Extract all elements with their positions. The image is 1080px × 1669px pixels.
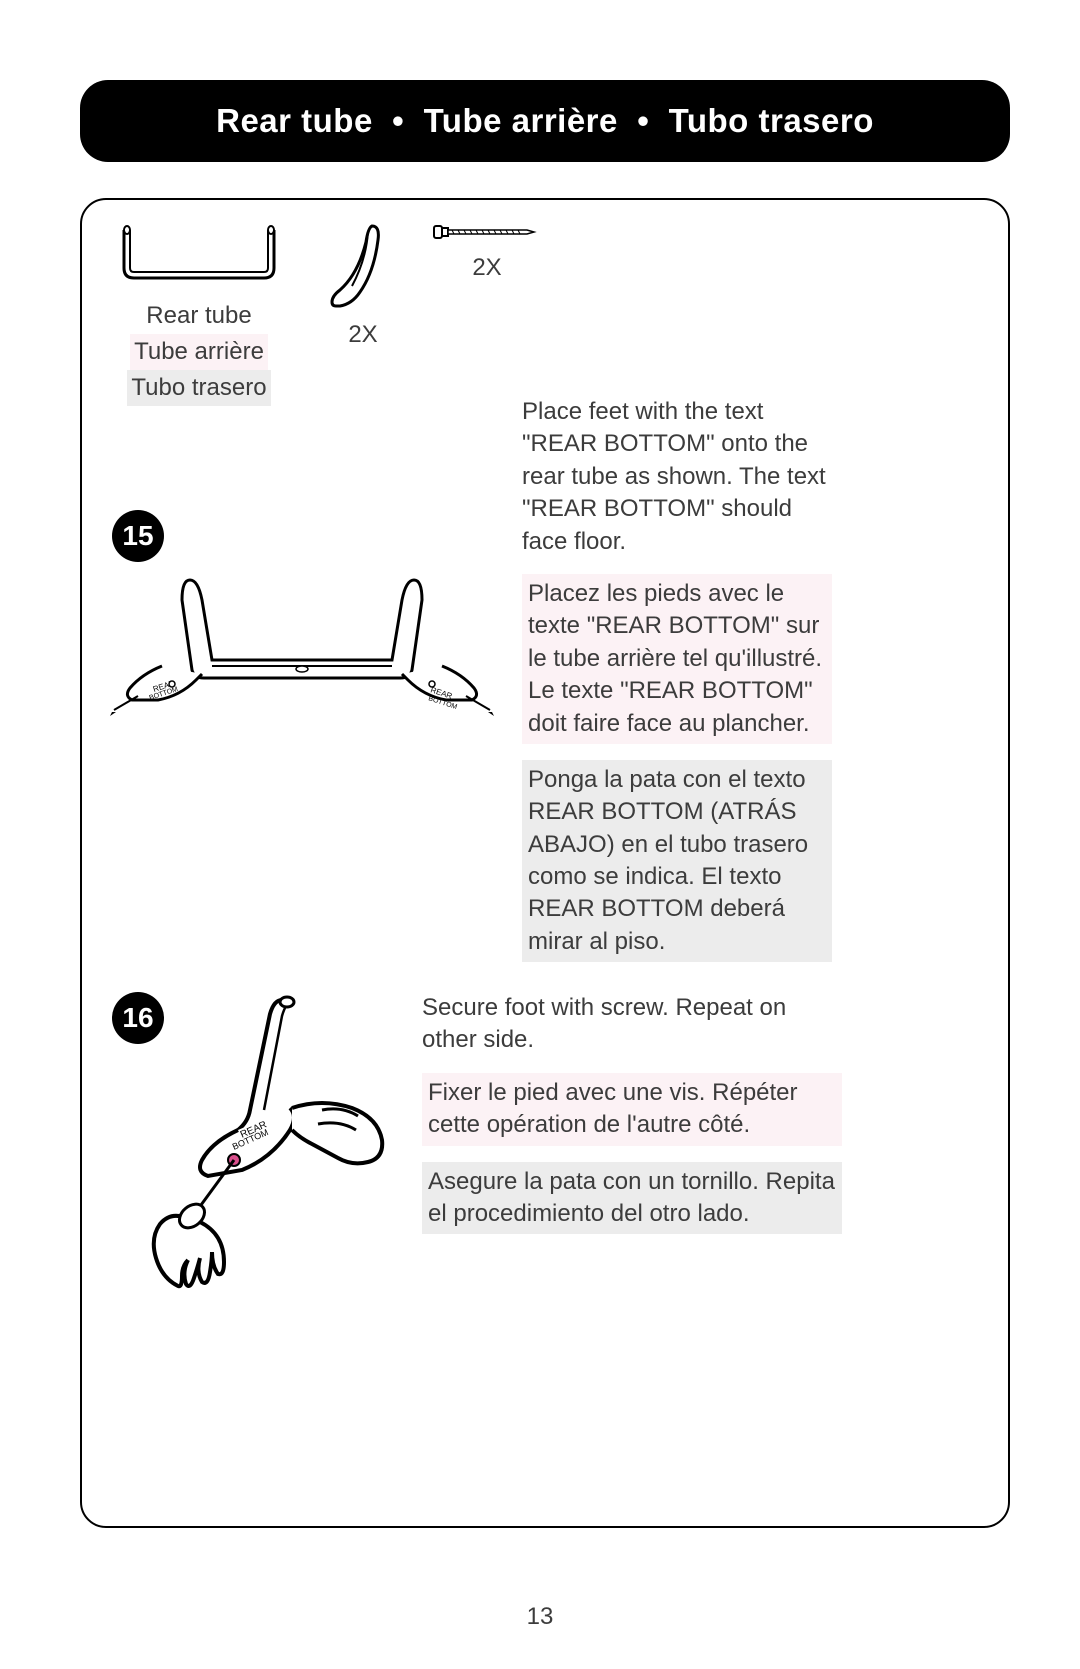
step-15-en: Place feet with the text "REAR BOTTOM" o… [522,396,832,558]
header-title-fr: Tube arrière [424,102,618,139]
part-screw-qty: 2X [472,254,501,282]
content-panel: Rear tube Tube arrière Tubo trasero 2X 2… [80,198,1010,1528]
header-sep-2: • [637,102,649,139]
part-foot-qty: 2X [348,321,377,349]
step-15-es: Ponga la pata con el texto REAR BOTTOM (… [522,760,832,962]
step-num-15: 15 [122,520,153,552]
part-tube-label-fr: Tube arrière [130,334,268,370]
part-screw: 2X [432,220,542,282]
step-16-fr: Fixer le pied avec une vis. Répéter cett… [422,1073,842,1146]
section-header: Rear tube • Tube arrière • Tubo trasero [80,80,1010,162]
step-16-en: Secure foot with screw. Repeat on other … [422,992,842,1057]
part-tube-label-en: Rear tube [127,298,270,334]
parts-row: Rear tube Tube arrière Tubo trasero 2X 2… [112,220,978,406]
step-16-text: Secure foot with screw. Repeat on other … [422,992,842,1250]
header-title-es: Tubo trasero [669,102,874,139]
step-15-fr: Placez les pieds avec le texte "REAR BOT… [522,574,832,744]
step-16-es: Asegure la pata con un tornillo. Repita … [422,1162,842,1235]
step-16-diagram-icon: REAR BOTTOM [142,990,432,1300]
step-15-text: Place feet with the text "REAR BOTTOM" o… [522,396,832,978]
step-15-diagram-icon: REAR BOTTOM REAR BOTTOM [102,570,502,740]
part-tube-labels: Rear tube Tube arrière Tubo trasero [127,298,270,406]
header-title-en: Rear tube [216,102,373,139]
rear-tube-icon [104,220,294,290]
part-foot: 2X [324,220,402,349]
step-15: 15 [112,510,164,562]
step-badge-15: 15 [112,510,164,562]
page-number: 13 [0,1603,1080,1631]
part-tube-label-es: Tubo trasero [127,370,270,406]
screw-icon [432,220,542,248]
foot-icon [324,220,402,315]
header-sep-1: • [392,102,404,139]
part-rear-tube: Rear tube Tube arrière Tubo trasero [104,220,294,406]
